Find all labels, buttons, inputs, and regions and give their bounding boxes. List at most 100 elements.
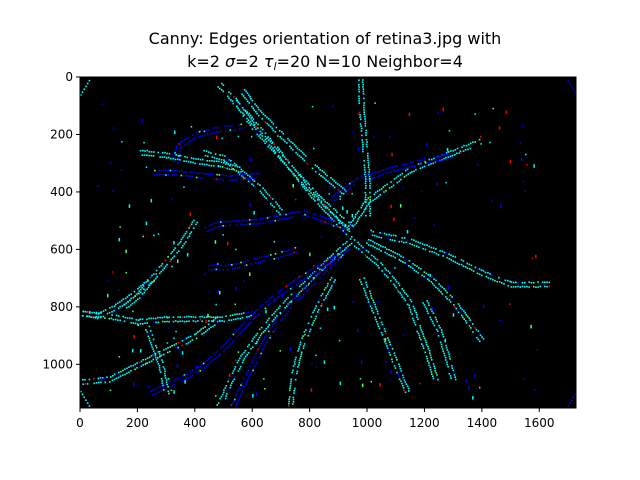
edge-pixel — [380, 237, 383, 239]
edge-pixel — [311, 167, 314, 170]
edge-pixel — [339, 256, 341, 259]
edge-pixel — [257, 127, 259, 129]
edge-pixel — [528, 281, 530, 283]
edge-pixel — [220, 130, 222, 133]
edge-pixel — [165, 157, 168, 159]
edge-pixel — [464, 312, 466, 314]
edge-pixel — [240, 171, 242, 173]
edge-pixel — [86, 383, 89, 385]
edge-pixel — [322, 273, 325, 276]
edge-pixel — [326, 264, 328, 266]
edge-pixel — [533, 164, 535, 168]
edge-pixel — [158, 169, 161, 172]
edge-pixel — [411, 165, 413, 168]
edge-pixel — [224, 155, 226, 157]
edge-pixel — [240, 223, 242, 226]
edge-pixel — [137, 298, 139, 301]
edge-pixel — [236, 313, 238, 315]
edge-pixel — [363, 104, 365, 107]
edge-pixel — [239, 326, 241, 329]
edge-pixel — [167, 169, 169, 171]
edge-pixel — [152, 338, 155, 341]
edge-pixel — [222, 234, 224, 236]
edge-pixel — [342, 223, 345, 225]
edge-pixel — [424, 162, 427, 164]
edge-pixel — [133, 382, 135, 387]
edge-pixel — [279, 156, 282, 159]
edge-pixel — [275, 147, 278, 150]
edge-pixel — [250, 118, 252, 120]
edge-pixel — [448, 299, 451, 301]
edge-pixel — [361, 139, 363, 141]
edge-pixel — [420, 338, 422, 341]
edge-pixel — [235, 318, 237, 321]
edge-pixel — [358, 90, 360, 93]
edge-pixel — [314, 282, 317, 284]
edge-pixel — [266, 319, 269, 322]
edge-pixel — [231, 341, 233, 344]
edge-pixel — [337, 259, 339, 262]
edge-pixel — [146, 279, 149, 281]
edge-pixel — [253, 222, 256, 225]
edge-pixel — [296, 277, 299, 279]
edge-pixel — [390, 204, 392, 209]
edge-pixel — [259, 190, 262, 193]
edge-pixel — [329, 263, 331, 265]
edge-pixel — [408, 260, 411, 262]
edge-pixel — [225, 342, 227, 344]
edge-pixel — [249, 203, 251, 207]
edge-pixel — [446, 298, 448, 300]
edge-pixel — [229, 164, 231, 167]
edge-pixel — [128, 294, 130, 297]
edge-pixel — [177, 320, 179, 323]
edge-pixel — [189, 335, 192, 338]
edge-pixel — [396, 181, 399, 184]
edge-pixel — [380, 188, 383, 190]
edge-pixel — [173, 154, 176, 156]
edge-pixel — [224, 264, 227, 267]
edge-pixel — [209, 356, 212, 359]
edge-pixel — [349, 187, 352, 189]
edge-pixel — [449, 358, 451, 360]
edge-pixel — [369, 212, 372, 215]
edge-pixel — [381, 270, 383, 272]
edge-pixel — [417, 272, 419, 274]
edge-pixel — [279, 213, 281, 216]
edge-pixel — [308, 211, 311, 214]
edge-pixel — [181, 316, 184, 319]
edge-pixel — [237, 174, 240, 177]
edge-pixel — [373, 242, 376, 244]
edge-pixel — [394, 279, 397, 281]
edge-pixel — [233, 169, 235, 171]
edge-pixel — [199, 365, 202, 368]
edge-pixel — [302, 347, 305, 349]
edge-pixel — [413, 307, 416, 310]
edge-pixel — [174, 158, 177, 161]
edge-pixel — [142, 364, 144, 366]
edge-pixel — [443, 154, 446, 156]
edge-pixel — [410, 238, 413, 241]
edge-pixel — [279, 289, 282, 291]
edge-pixel — [300, 175, 303, 178]
edge-pixel — [367, 203, 370, 206]
edge-pixel — [188, 141, 190, 143]
edge-pixel — [180, 240, 182, 243]
edge-pixel — [363, 289, 366, 292]
edge-pixel — [335, 254, 337, 257]
edge-pixel — [161, 156, 164, 158]
edge-pixel — [139, 318, 141, 321]
edge-pixel — [268, 194, 271, 197]
edge-pixel — [164, 388, 167, 390]
edge-pixel — [321, 215, 324, 218]
edge-pixel — [461, 308, 464, 311]
edge-pixel — [232, 318, 235, 321]
edge-pixel — [312, 267, 315, 269]
edge-pixel — [391, 275, 394, 278]
edge-pixel — [268, 324, 271, 326]
edge-pixel — [333, 258, 336, 260]
edge-pixel — [446, 363, 448, 366]
edge-pixel — [228, 168, 231, 171]
edge-pixel — [331, 256, 333, 259]
edge-pixel — [251, 105, 253, 108]
